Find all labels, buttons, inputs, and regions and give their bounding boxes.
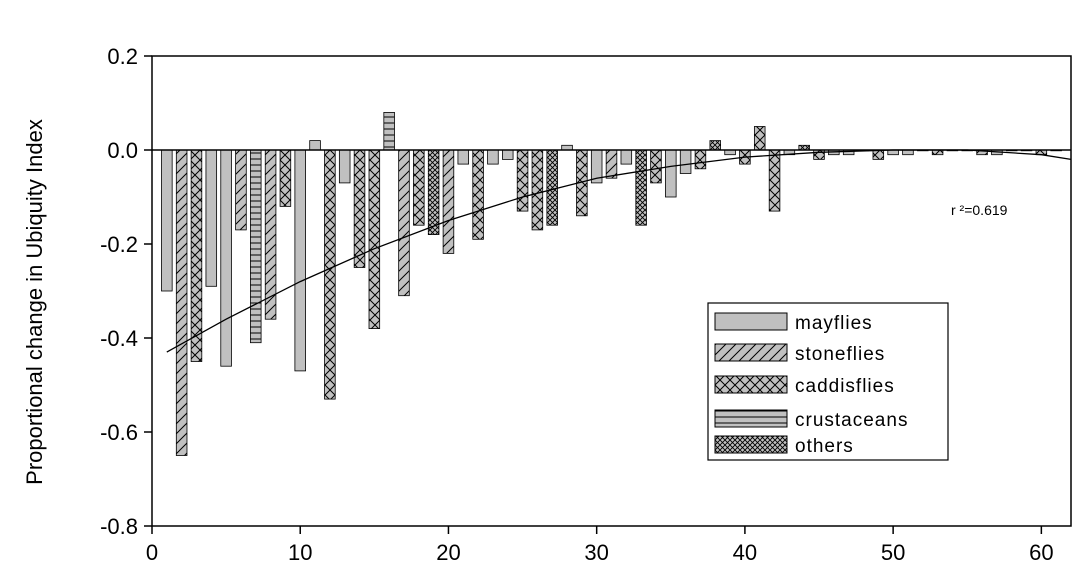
bar-caddisflies — [413, 149, 425, 226]
bar-mayflies — [487, 149, 499, 165]
plot-frame — [151, 55, 1072, 527]
legend: mayflies stoneflies caddisflies crustaceans… — [707, 302, 949, 461]
bar-others — [546, 149, 558, 226]
bar-caddisflies — [353, 149, 366, 268]
legend-swatch-others — [714, 435, 788, 454]
y-axis: 0.2 0.0 -0.2 -0.4 -0.6 -0.8 — [100, 44, 152, 539]
legend-label-stoneflies: stoneflies — [795, 344, 885, 365]
bar-stoneflies — [175, 149, 188, 456]
bar-stoneflies — [235, 149, 247, 231]
y-tick-label: -0.8 — [100, 514, 138, 539]
x-tick-label: 30 — [584, 540, 608, 565]
legend-label-crustaceans: crustaceans — [795, 410, 908, 431]
bar-mayflies — [457, 149, 470, 165]
bar-others — [709, 140, 721, 151]
bar-caddisflies — [531, 149, 544, 231]
bar-caddisflies — [279, 149, 292, 207]
bar-stoneflies — [264, 149, 277, 320]
y-tick-label: -0.6 — [100, 420, 138, 445]
x-tick-label: 50 — [881, 540, 905, 565]
legend-swatch-stoneflies — [714, 343, 788, 362]
bar-mayflies — [338, 149, 351, 184]
legend-label-mayflies: mayflies — [795, 313, 873, 334]
y-tick-label: -0.2 — [100, 232, 138, 257]
bar-caddisflies — [368, 149, 381, 330]
bar-stoneflies — [442, 149, 455, 254]
bar-stoneflies — [605, 149, 618, 179]
bars-group — [161, 112, 1062, 456]
r-squared-annotation: r ²=0.619 — [951, 202, 1008, 218]
bar-caddisflies — [872, 149, 885, 160]
bar-caddisflies — [694, 149, 707, 170]
bar-mayflies — [309, 140, 321, 151]
x-tick-label: 40 — [733, 540, 757, 565]
x-tick-label: 10 — [288, 540, 312, 565]
bar-mayflies — [502, 149, 514, 160]
bar-mayflies — [620, 149, 633, 165]
y-tick-label: 0.0 — [107, 138, 138, 163]
bar-mayflies — [679, 149, 692, 174]
x-axis: 0 10 20 30 40 50 60 — [146, 526, 1054, 565]
bar-mayflies — [665, 149, 677, 198]
y-tick-label: 0.2 — [107, 44, 138, 69]
y-axis-label: Proportional change in Ubiquity Index — [22, 119, 47, 485]
bar-mayflies — [294, 149, 306, 372]
legend-label-caddisflies: caddisflies — [795, 376, 895, 397]
bar-caddisflies — [753, 126, 766, 151]
bar-mayflies — [205, 149, 218, 287]
bar-caddisflies — [813, 149, 825, 160]
bar-others — [427, 149, 440, 235]
legend-label-others: others — [795, 436, 854, 457]
bar-others — [635, 149, 647, 226]
bar-crustaceans — [250, 149, 262, 344]
bar-caddisflies — [190, 149, 203, 362]
bar-stoneflies — [398, 149, 410, 297]
legend-swatch-crustaceans — [714, 409, 788, 428]
y-tick-label: -0.4 — [100, 326, 138, 351]
bar-mayflies — [161, 149, 173, 292]
bar-crustaceans — [383, 112, 395, 151]
x-tick-label: 60 — [1029, 540, 1053, 565]
bar-caddisflies — [768, 149, 781, 212]
x-tick-label: 20 — [436, 540, 460, 565]
legend-swatch-caddisflies — [714, 375, 788, 394]
x-tick-label: 0 — [146, 540, 158, 565]
bar-caddisflies — [650, 149, 662, 184]
bar-caddisflies — [472, 149, 484, 240]
bar-caddisflies — [516, 149, 529, 212]
bar-caddisflies — [324, 149, 336, 400]
bar-mayflies — [220, 149, 232, 367]
legend-swatch-mayflies — [714, 312, 788, 331]
